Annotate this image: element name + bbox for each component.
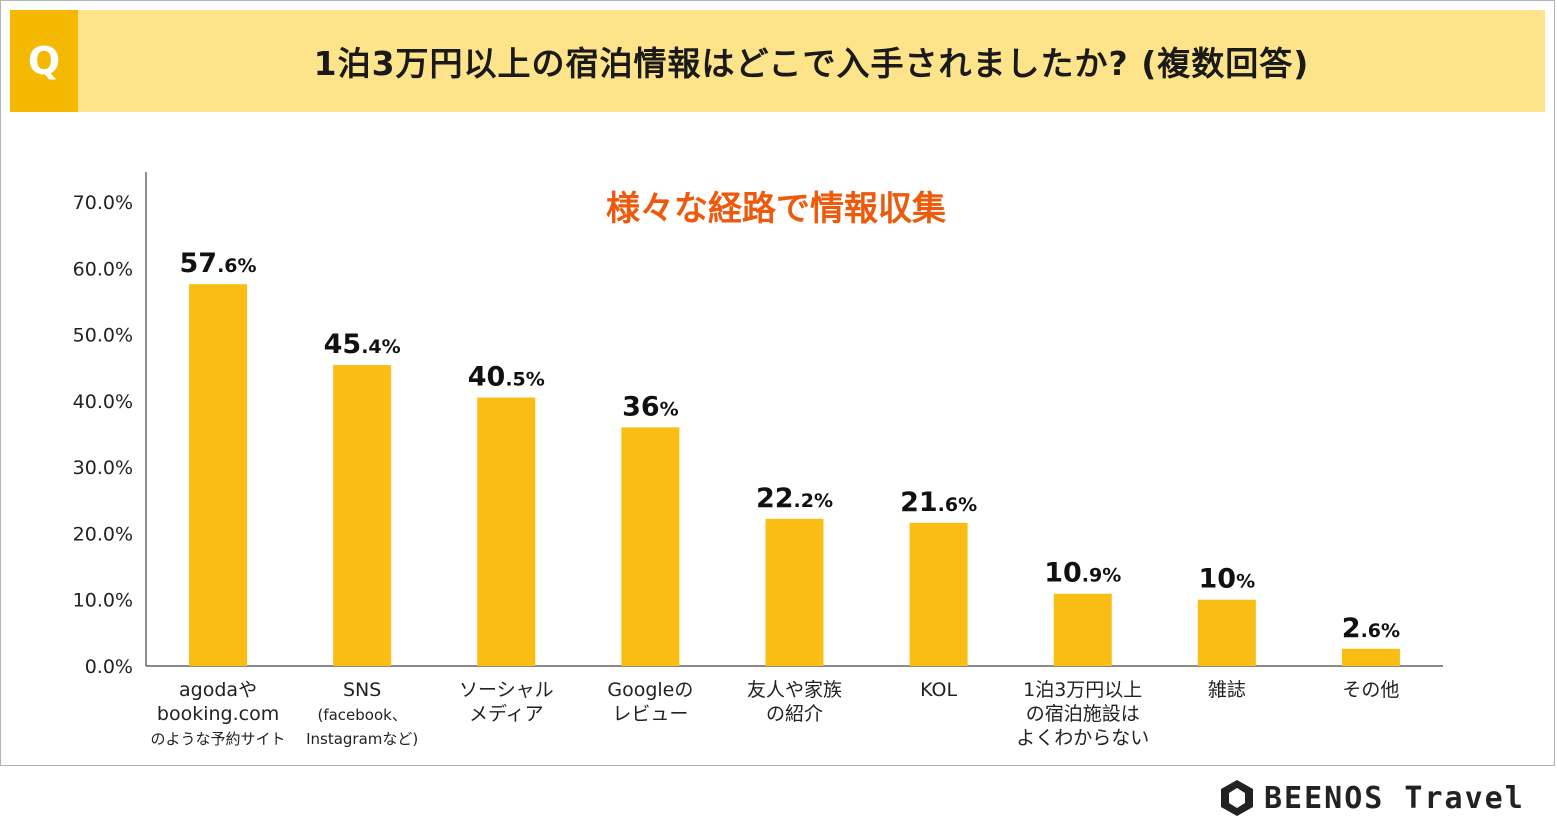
x-category-label: 1泊3万円以上 (1023, 679, 1142, 701)
y-tick-label: 0.0% (85, 656, 133, 678)
value-decimal: % (660, 398, 679, 420)
x-category-label: ソーシャル (459, 679, 554, 701)
value-integer: 2 (1342, 613, 1361, 644)
value-integer: 36 (622, 391, 660, 422)
value-decimal: % (1236, 571, 1255, 593)
bar-value-label: 45.4% (324, 329, 401, 360)
bar (621, 427, 680, 666)
y-tick-label: 30.0% (73, 457, 133, 479)
x-category-label: KOL (920, 679, 957, 701)
x-category-label: 友人や家族 (747, 679, 842, 701)
value-decimal: .6% (217, 255, 256, 277)
bar (189, 284, 248, 666)
y-tick-label: 10.0% (73, 590, 133, 612)
y-tick-label: 40.0% (73, 391, 133, 413)
value-decimal: .6% (938, 494, 977, 516)
bar-value-label: 10% (1199, 564, 1256, 595)
value-integer: 57 (180, 248, 218, 279)
y-tick-label: 50.0% (73, 325, 133, 347)
x-category-label: SNS (343, 679, 381, 701)
question-header: Q 1泊3万円以上の宿泊情報はどこで入手されましたか? (複数回答) (10, 10, 1545, 112)
y-tick-label: 70.0% (73, 192, 133, 214)
bar-value-label: 22.2% (756, 483, 833, 514)
bar-value-label: 21.6% (900, 487, 977, 518)
x-category-label: 雑誌 (1208, 679, 1246, 701)
chart-subtitle: 様々な経路で情報収集 (606, 189, 946, 229)
value-decimal: .5% (505, 369, 544, 391)
value-integer: 10 (1044, 558, 1082, 589)
hexagon-logo-icon (1221, 780, 1253, 816)
bar (1341, 648, 1400, 666)
value-integer: 45 (324, 329, 362, 360)
x-category-label: の宿泊施設は (1026, 703, 1140, 725)
x-category-label: メディア (469, 703, 544, 725)
bar-value-label: 2.6% (1342, 613, 1400, 644)
bar-value-label: 36% (622, 391, 679, 422)
logo-text: BEENOS Travel (1264, 780, 1525, 816)
x-category-label: のような予約サイト (151, 730, 286, 748)
bar (1053, 593, 1112, 666)
y-tick-label: 20.0% (73, 523, 133, 545)
page-title: 1泊3万円以上の宿泊情報はどこで入手されましたか? (複数回答) (313, 44, 1310, 83)
x-category-label: Instagramなど) (306, 730, 418, 748)
bar-value-label: 57.6% (180, 248, 257, 279)
y-tick-label: 60.0% (73, 258, 133, 280)
bar (333, 365, 392, 666)
bar-value-label: 40.5% (468, 362, 545, 393)
x-category-label: レビュー (612, 703, 688, 725)
bar-value-label: 10.9% (1044, 558, 1121, 589)
brand-logo: BEENOS Travel (1220, 776, 1525, 820)
value-decimal: .6% (1361, 620, 1400, 642)
x-category-label: よくわからない (1016, 727, 1149, 749)
value-decimal: .2% (794, 490, 833, 512)
value-integer: 21 (900, 487, 938, 518)
bar (765, 518, 824, 666)
bar-chart: 様々な経路で情報収集 0.0% 10.0% 20.0% 30.0% 40.0% 50.0% 6… (73, 172, 1443, 749)
value-integer: 40 (468, 362, 506, 393)
x-category-label: agodaや (179, 679, 257, 701)
x-category-label: Googleの (607, 679, 693, 701)
q-badge: Q (10, 10, 78, 112)
value-integer: 22 (756, 483, 794, 514)
x-category-label: その他 (1342, 679, 1399, 701)
x-category-label: の紹介 (766, 703, 823, 725)
value-decimal: .4% (361, 336, 400, 358)
value-decimal: .9% (1082, 565, 1121, 587)
bar (477, 397, 536, 666)
x-category-label: (facebook、 (317, 706, 406, 724)
bar (909, 522, 968, 666)
value-integer: 10 (1199, 564, 1237, 595)
x-category-label: booking.com (157, 703, 279, 725)
bar (1197, 599, 1256, 666)
